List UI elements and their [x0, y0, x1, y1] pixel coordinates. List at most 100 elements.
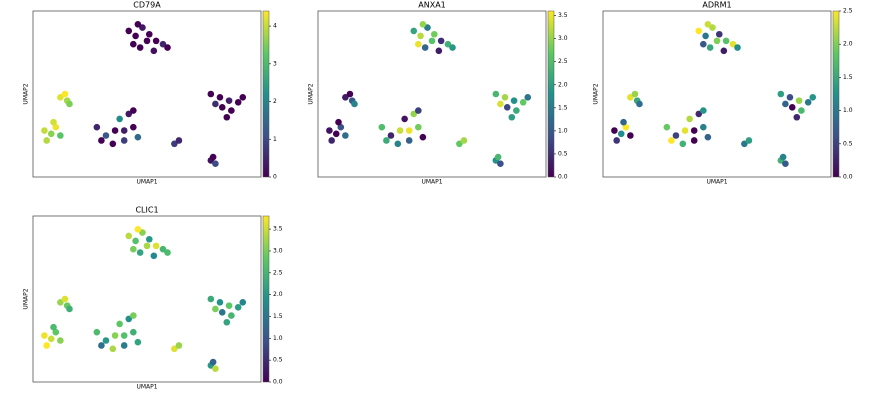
- cell-point: [175, 137, 183, 144]
- cell-point: [152, 242, 160, 250]
- colorbar-tick-label: 0.5: [558, 150, 568, 157]
- cell-point: [120, 342, 128, 349]
- cell-point: [134, 20, 142, 28]
- cell-point: [524, 94, 532, 101]
- cell-point: [519, 99, 527, 106]
- cell-point: [66, 305, 73, 313]
- cell-point: [779, 153, 787, 161]
- cell-point: [419, 133, 427, 141]
- cell-point: [405, 127, 413, 134]
- cell-point: [130, 312, 137, 319]
- cell-point: [421, 44, 429, 51]
- cell-point: [207, 295, 215, 303]
- cell-point: [216, 299, 224, 306]
- cell-point: [690, 137, 698, 144]
- colorbar-tick-label: 1.0: [843, 107, 853, 114]
- cell-point: [501, 94, 509, 101]
- cell-point: [139, 24, 146, 31]
- colorbar-tick-label: 1.0: [273, 335, 283, 342]
- cell-point: [617, 130, 625, 138]
- cell-point: [686, 115, 693, 123]
- cell-point: [679, 140, 687, 148]
- colorbar: [262, 10, 270, 178]
- cell-point: [715, 30, 723, 38]
- cell-point: [111, 127, 119, 134]
- colorbar-tick-label: 2: [273, 98, 277, 105]
- cell-point: [47, 335, 55, 343]
- cell-point: [41, 332, 48, 339]
- cell-point: [43, 137, 50, 144]
- cell-point: [98, 342, 105, 349]
- cell-point: [729, 40, 737, 48]
- cell-point: [125, 232, 133, 240]
- cell-point: [704, 20, 712, 28]
- cell-point: [164, 249, 171, 256]
- cell-point: [209, 153, 217, 161]
- cell-point: [159, 245, 167, 253]
- cell-point: [41, 127, 48, 134]
- cell-point: [132, 32, 139, 40]
- cell-point: [396, 127, 404, 134]
- cell-point: [706, 44, 714, 51]
- plot-frame: [602, 10, 832, 178]
- colorbar-tick-label: 2.5: [843, 8, 853, 15]
- y-axis-label: UMAP2: [308, 83, 315, 104]
- cell-point: [209, 358, 217, 366]
- cell-point: [212, 305, 219, 313]
- cell-point: [508, 113, 516, 121]
- colorbar-tick-label: 3.0: [558, 35, 568, 42]
- cell-point: [734, 44, 741, 51]
- cell-point: [332, 130, 340, 138]
- cell-point: [102, 132, 110, 139]
- colorbar-tick-label: 0.0: [273, 379, 283, 386]
- panel-title: CLIC1: [135, 206, 158, 215]
- cell-point: [234, 304, 242, 311]
- colorbar-tick-label: 3: [273, 60, 277, 67]
- colorbar-tick-label: 1.0: [558, 127, 568, 134]
- cell-point: [207, 90, 215, 98]
- colorbar-tick-label: 0.5: [843, 140, 853, 147]
- cell-point: [47, 130, 55, 138]
- colorbar: [547, 10, 555, 178]
- cell-point: [212, 160, 219, 168]
- colorbar-tick-label: 1.5: [843, 74, 853, 81]
- colorbar-tick-label: 2.5: [273, 269, 283, 276]
- cell-point: [620, 118, 627, 126]
- cell-point: [171, 140, 178, 148]
- cell-point: [720, 47, 728, 55]
- cell-point: [150, 252, 158, 260]
- cell-point: [223, 113, 231, 121]
- cell-point: [419, 20, 427, 28]
- cell-point: [132, 237, 139, 245]
- cell-point: [175, 342, 183, 349]
- colorbar-tick-label: 2.5: [558, 58, 568, 65]
- cell-point: [130, 328, 137, 336]
- cell-point: [109, 345, 117, 353]
- cell-point: [111, 332, 119, 339]
- cell-point: [130, 40, 137, 48]
- cell-point: [428, 37, 436, 45]
- cell-point: [722, 37, 730, 45]
- cell-point: [351, 100, 358, 108]
- cell-point: [125, 315, 133, 323]
- cell-point: [681, 127, 689, 134]
- cell-point: [66, 100, 73, 108]
- cell-point: [342, 132, 349, 139]
- cell-point: [513, 107, 520, 114]
- cell-point: [57, 299, 64, 306]
- plot-frame: [32, 10, 262, 178]
- cell-point: [456, 140, 463, 148]
- colorbar-tick-label: 3.5: [558, 12, 568, 19]
- plot-frame: [32, 215, 262, 383]
- cell-point: [497, 100, 504, 108]
- cell-point: [61, 295, 69, 303]
- colorbar-tick-label: 1.5: [273, 313, 283, 320]
- cell-point: [125, 27, 133, 35]
- cell-point: [52, 123, 60, 131]
- cell-point: [424, 24, 431, 31]
- cell-point: [134, 338, 142, 346]
- colorbar-tick-label: 0: [273, 174, 277, 181]
- cell-point: [152, 37, 160, 45]
- cell-point: [494, 153, 502, 161]
- cell-point: [116, 115, 123, 123]
